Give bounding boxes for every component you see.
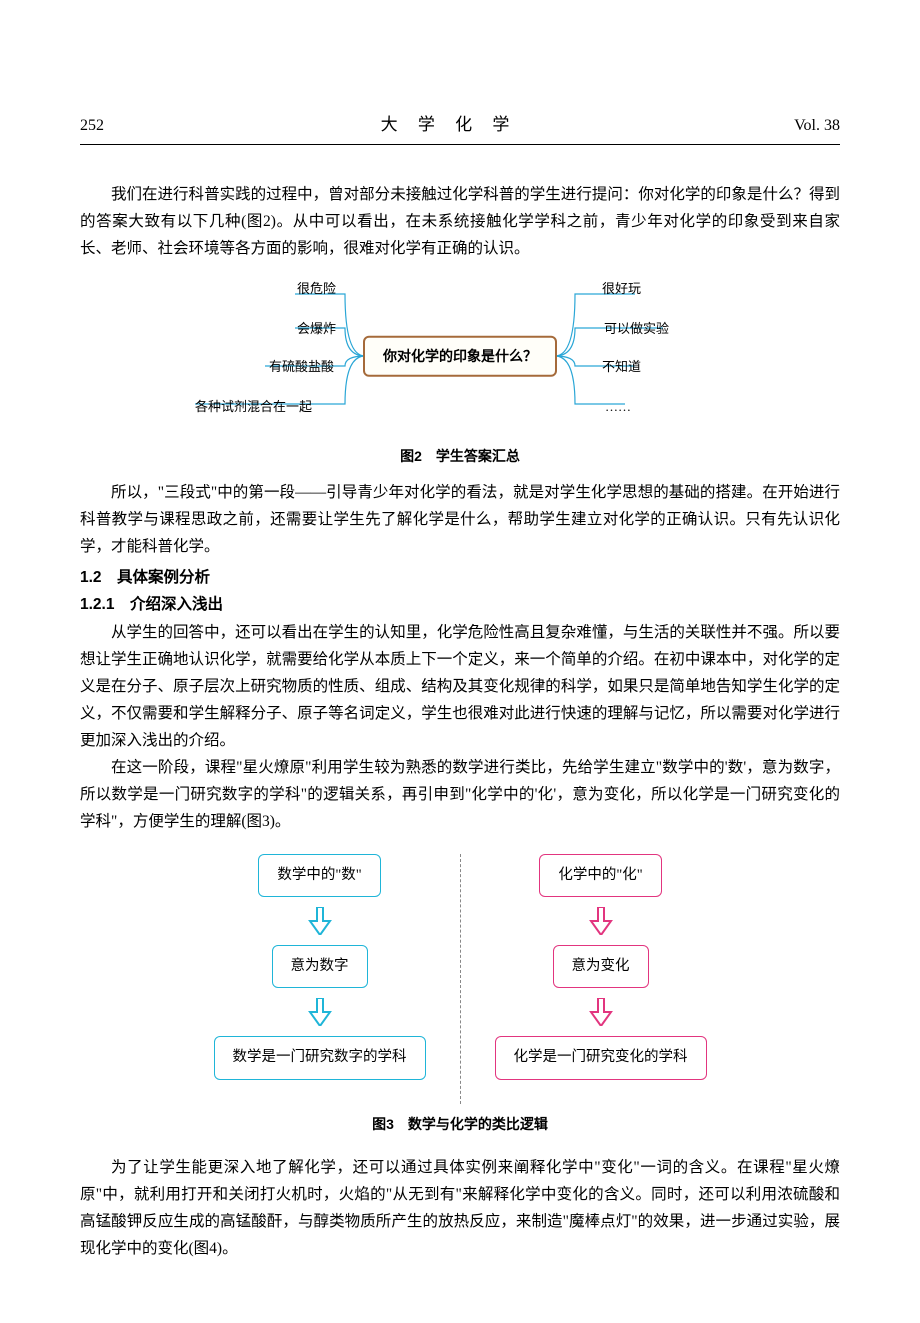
mindmap-leaf: 可以做实验	[604, 318, 669, 341]
section-heading: 1.2 具体案例分析	[80, 564, 840, 591]
subsection-heading: 1.2.1 介绍深入浅出	[80, 591, 840, 618]
mindmap-leaf: 有硫酸盐酸	[269, 356, 334, 379]
flow-box: 化学是一门研究变化的学科	[495, 1036, 707, 1079]
mindmap-leaf: 很好玩	[602, 278, 641, 301]
mindmap-leaf: ……	[605, 396, 631, 419]
arrow-down-icon	[308, 998, 332, 1026]
mindmap-leaf: 会爆炸	[297, 318, 336, 341]
flow-column-right: 化学中的"化" 意为变化 化学是一门研究变化的学科	[471, 854, 731, 1104]
flow-box: 意为数字	[272, 945, 368, 988]
body-paragraph: 为了让学生能更深入地了解化学，还可以通过具体实例来阐释化学中"变化"一词的含义。…	[80, 1154, 840, 1263]
flow-column-left: 数学中的"数" 意为数字 数学是一门研究数字的学科	[190, 854, 450, 1104]
figure-3-caption: 图3 数学与化学的类比逻辑	[80, 1112, 840, 1137]
volume-label: Vol. 38	[794, 112, 840, 140]
body-paragraph: 所以，"三段式"中的第一段——引导青少年对化学的看法，就是对学生化学思想的基础的…	[80, 479, 840, 560]
mindmap-leaf: 不知道	[602, 356, 641, 379]
mindmap-diagram: 你对化学的印象是什么？ 很危险 会爆炸 有硫酸盐酸 各种试剂混合在一起 很好玩 …	[195, 276, 725, 436]
body-paragraph: 在这一阶段，课程"星火燎原"利用学生较为熟悉的数学进行类比，先给学生建立"数学中…	[80, 754, 840, 835]
page-number: 252	[80, 112, 104, 140]
mindmap-leaf: 很危险	[297, 278, 336, 301]
mindmap-center: 你对化学的印象是什么？	[363, 336, 557, 377]
figure-2-caption: 图2 学生答案汇总	[80, 444, 840, 469]
body-paragraph: 我们在进行科普实践的过程中，曾对部分未接触过化学科普的学生进行提问：你对化学的印…	[80, 181, 840, 262]
body-paragraph: 从学生的回答中，还可以看出在学生的认知里，化学危险性高且复杂难懂，与生活的关联性…	[80, 619, 840, 755]
flowchart-diagram: 数学中的"数" 意为数字 数学是一门研究数字的学科 化学中的"化" 意为变化 化…	[180, 854, 740, 1104]
flow-box: 意为变化	[553, 945, 649, 988]
journal-title: 大 学 化 学	[381, 110, 518, 140]
arrow-down-icon	[589, 907, 613, 935]
figure-3: 数学中的"数" 意为数字 数学是一门研究数字的学科 化学中的"化" 意为变化 化…	[80, 854, 840, 1137]
page-header: 252 大 学 化 学 Vol. 38	[80, 110, 840, 145]
flow-box: 数学是一门研究数字的学科	[214, 1036, 426, 1079]
vertical-divider	[460, 854, 461, 1104]
arrow-down-icon	[589, 998, 613, 1026]
mindmap-leaf: 各种试剂混合在一起	[195, 396, 312, 419]
figure-2: 你对化学的印象是什么？ 很危险 会爆炸 有硫酸盐酸 各种试剂混合在一起 很好玩 …	[80, 276, 840, 469]
flow-box: 数学中的"数"	[258, 854, 380, 897]
arrow-down-icon	[308, 907, 332, 935]
flow-box: 化学中的"化"	[539, 854, 661, 897]
